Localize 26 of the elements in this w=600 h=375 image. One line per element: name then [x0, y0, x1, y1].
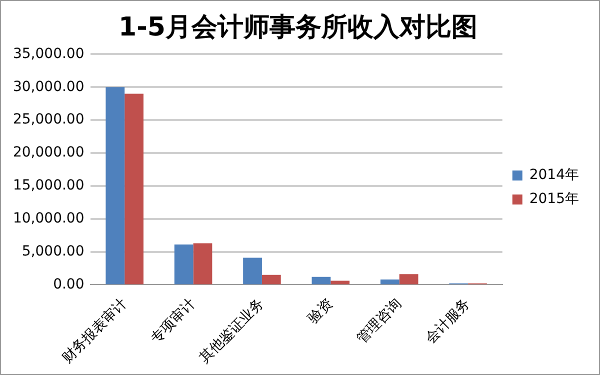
y-tick-label: 35,000.00 [12, 46, 84, 62]
y-tick-label: 10,000.00 [12, 210, 84, 226]
x-tick-label: 其他鉴证业务 [196, 296, 268, 366]
bar [124, 94, 144, 284]
x-tick-label: 会计服务 [422, 296, 474, 347]
y-tick-label: 5,000.00 [22, 243, 84, 260]
y-tick-label: 0.00 [53, 276, 84, 292]
bar [380, 279, 400, 284]
y-tick-label: 15,000.00 [12, 178, 84, 194]
bar [262, 274, 281, 284]
legend-label: 2015年 [529, 191, 580, 208]
bar [174, 244, 194, 284]
y-tick-label: 20,000.00 [12, 144, 84, 161]
bar [193, 243, 212, 284]
y-tick-label: 25,000.00 [12, 112, 84, 128]
x-tick-label: 财务报表审计 [59, 296, 130, 366]
x-tick-label: 专项审计 [148, 296, 199, 347]
legend-label: 2014年 [529, 167, 580, 184]
bar [106, 87, 125, 284]
chart-title: 1-5月会计师事务所收入对比图 [118, 12, 478, 42]
bar [312, 276, 331, 284]
bar [399, 274, 418, 284]
y-tick-label: 30,000.00 [12, 78, 84, 95]
x-tick-label: 管理咨询 [354, 296, 405, 347]
x-tick-label: 验资 [304, 296, 336, 327]
bar [243, 258, 262, 284]
